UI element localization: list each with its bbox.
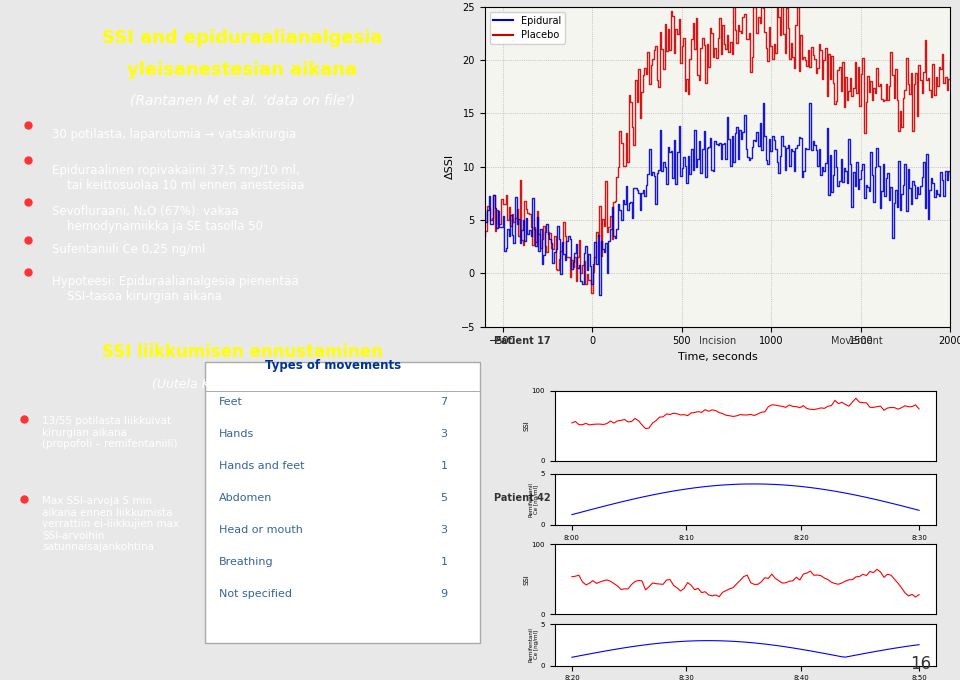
Text: Movement: Movement: [831, 493, 883, 503]
Text: Movement: Movement: [831, 336, 883, 346]
Placebo: [587, 290, 598, 298]
Text: Patient 17: Patient 17: [494, 336, 551, 346]
Text: 3: 3: [441, 429, 447, 439]
Placebo: [875, 80, 886, 88]
FancyBboxPatch shape: [205, 362, 480, 643]
Text: 9: 9: [441, 589, 447, 599]
Text: 1: 1: [441, 557, 447, 567]
Epidural: [480, 218, 492, 226]
Text: Hands: Hands: [219, 429, 254, 439]
Placebo: [767, 54, 779, 63]
Text: Patient 42: Patient 42: [494, 493, 551, 503]
Epidural: [804, 99, 816, 107]
Text: 13/55 potilasta liikkuivat
kirurgian aikana
(propofoli – remifentaniili): 13/55 potilasta liikkuivat kirurgian aik…: [42, 416, 178, 449]
Text: yleisanestesian aikana: yleisanestesian aikana: [128, 61, 357, 79]
Epidural: [757, 99, 769, 107]
Epidural: [875, 203, 886, 211]
Text: Hypoteesi: Epiduraalianalgesia pienentää
    SSI-tasoa kirurgian aikana: Hypoteesi: Epiduraalianalgesia pienentää…: [52, 275, 299, 303]
Epidural: [756, 146, 768, 154]
X-axis label: Time, seconds: Time, seconds: [678, 352, 757, 362]
Epidural: [594, 290, 606, 299]
Placebo: [480, 226, 492, 235]
Text: 7: 7: [441, 397, 447, 407]
Epidural: [945, 170, 956, 178]
Text: SSI and epiduraalianalgesia: SSI and epiduraalianalgesia: [103, 29, 383, 47]
Y-axis label: ΔSSI: ΔSSI: [445, 154, 455, 180]
Epidural: [479, 208, 491, 216]
Text: Epiduraalinen ropivakaiini 37,5 mg/10 ml,
    tai keittosuolaa 10 ml ennen anest: Epiduraalinen ropivakaiini 37,5 mg/10 ml…: [52, 163, 304, 192]
Placebo: [904, 90, 916, 98]
Text: Feet: Feet: [219, 397, 243, 407]
Text: 16: 16: [910, 656, 931, 673]
Line: Epidural: Epidural: [485, 103, 950, 294]
Text: 5: 5: [441, 493, 447, 503]
Text: Types of movements: Types of movements: [265, 358, 401, 371]
Placebo: [757, 3, 769, 12]
Text: Abdomen: Abdomen: [219, 493, 273, 503]
Text: Head or mouth: Head or mouth: [219, 525, 303, 535]
Epidural: [765, 147, 777, 155]
Text: Not specified: Not specified: [219, 589, 292, 599]
Placebo: [728, 3, 739, 11]
Placebo: [945, 58, 956, 66]
Text: Max SSI-arvoja 5 min
aikana ennen liikkumista
verrattiin ei-liikkujien max
SSI-a: Max SSI-arvoja 5 min aikana ennen liikku…: [42, 496, 180, 552]
Line: Placebo: Placebo: [485, 7, 950, 294]
Text: (Uutela K et al. ‘data on file’): (Uutela K et al. ‘data on file’): [152, 378, 333, 391]
Text: Incision: Incision: [699, 493, 736, 503]
Epidural: [904, 184, 916, 192]
Text: Hands and feet: Hands and feet: [219, 461, 304, 471]
Text: Sevofluraani, N₂O (67%): vakaa
    hemodynamiikka ja SE tasolla 50: Sevofluraani, N₂O (67%): vakaa hemodynam…: [52, 205, 262, 233]
Placebo: [479, 232, 491, 240]
Text: Incision: Incision: [699, 336, 736, 346]
Text: (Rantanen M et al. ‘data on file’): (Rantanen M et al. ‘data on file’): [130, 93, 355, 107]
Legend: Epidural, Placebo: Epidural, Placebo: [490, 12, 564, 44]
Text: 30 potilasta, laparotomia → vatsakirurgia: 30 potilasta, laparotomia → vatsakirurgi…: [52, 129, 296, 141]
Text: 3: 3: [441, 525, 447, 535]
Text: Breathing: Breathing: [219, 557, 274, 567]
Placebo: [759, 28, 771, 36]
Text: 1: 1: [441, 461, 447, 471]
Text: Sufentaniili Ce 0,25 ng/ml: Sufentaniili Ce 0,25 ng/ml: [52, 243, 204, 256]
Text: SSI liikkumisen ennustaminen: SSI liikkumisen ennustaminen: [102, 343, 383, 360]
